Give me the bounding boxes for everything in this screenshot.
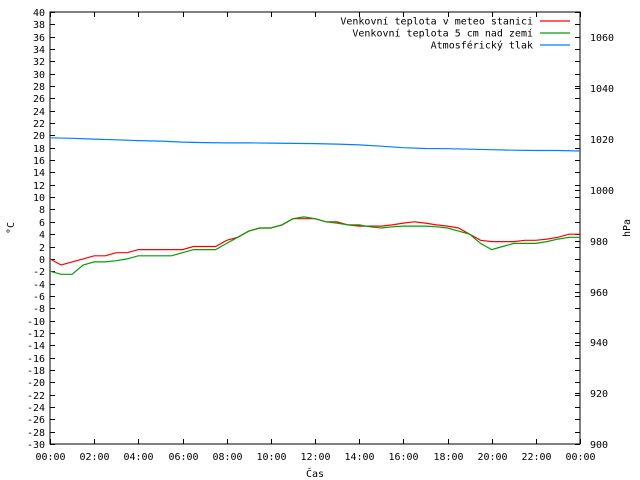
y-tick-label: 22	[33, 119, 45, 130]
y2-tick-label: 900	[590, 440, 608, 451]
legend: Venkovní teplota v meteo staniciVenkovní…	[340, 16, 570, 52]
x-tick-label: 12:00	[300, 452, 330, 463]
x-tick-label: 00:00	[565, 452, 595, 463]
y-tick-label: -16	[27, 354, 45, 365]
x-tick-label: 00:00	[35, 452, 65, 463]
y-tick-label: -4	[33, 280, 45, 291]
y-tick-label: 40	[33, 8, 45, 19]
y-tick-label: 2	[39, 243, 45, 254]
y-tick-label: -30	[27, 440, 45, 451]
plot-area	[50, 12, 580, 444]
x-tick-label: 10:00	[256, 452, 286, 463]
y-tick-label: 28	[33, 82, 45, 93]
x-tick-label: 04:00	[123, 452, 153, 463]
axes: 4038363432302826242220181614121086420-2-…	[27, 8, 614, 463]
y-tick-label: -12	[27, 329, 45, 340]
x-tick-label: 18:00	[433, 452, 463, 463]
y-tick-label: -22	[27, 391, 45, 402]
y-tick-label: 10	[33, 193, 45, 204]
y-tick-label: -8	[33, 304, 45, 315]
x-tick-label: 14:00	[344, 452, 374, 463]
legend-label-3: Atmosférický tlak	[431, 40, 533, 52]
x-tick-label: 22:00	[521, 452, 551, 463]
x-tick-label: 06:00	[168, 452, 198, 463]
y-tick-label: 32	[33, 57, 45, 68]
y-tick-label: 14	[33, 168, 45, 179]
y-tick-label: 16	[33, 156, 45, 167]
y-tick-label: 18	[33, 144, 45, 155]
series-line-3	[49, 137, 581, 152]
x-axis-label: Čas	[306, 467, 324, 480]
y2-tick-label: 920	[590, 389, 608, 400]
y2-tick-label: 1020	[590, 135, 614, 146]
x-tick-label: 02:00	[79, 452, 109, 463]
x-tick-label: 20:00	[477, 452, 507, 463]
y-tick-label: -20	[27, 378, 45, 389]
y-tick-label: 24	[33, 107, 45, 118]
x-tick-label: 16:00	[388, 452, 418, 463]
y-tick-label: -18	[27, 366, 45, 377]
y-tick-label: -28	[27, 428, 45, 439]
y-tick-label: 38	[33, 20, 45, 31]
y-tick-label: -2	[33, 267, 45, 278]
y2-tick-label: 1060	[590, 33, 614, 44]
y2-tick-label: 940	[590, 338, 608, 349]
y-tick-label: 34	[33, 45, 45, 56]
series-line-2	[49, 216, 580, 275]
x-tick-label: 08:00	[212, 452, 242, 463]
y2-tick-label: 1040	[590, 84, 614, 95]
y-tick-label: -24	[27, 403, 45, 414]
y-tick-label: 6	[39, 218, 45, 229]
y-tick-label: 8	[39, 205, 45, 216]
legend-label-1: Venkovní teplota v meteo stanici	[340, 16, 533, 28]
y2-tick-label: 960	[590, 288, 608, 299]
y-tick-label: 4	[39, 230, 45, 241]
y-tick-label: 36	[33, 33, 45, 44]
y-axis-label: °C	[6, 222, 17, 234]
series-group	[49, 137, 581, 275]
y-tick-label: -6	[33, 292, 45, 303]
y-tick-label: 26	[33, 94, 45, 105]
y2-tick-label: 1000	[590, 186, 614, 197]
y-tick-label: 20	[33, 131, 45, 142]
y-tick-label: 30	[33, 70, 45, 81]
y2-axis-label: hPa	[622, 219, 633, 237]
y2-tick-label: 980	[590, 237, 608, 248]
y-tick-label: 0	[39, 255, 45, 266]
y-tick-label: -10	[27, 317, 45, 328]
y-tick-label: -26	[27, 415, 45, 426]
y-tick-label: 12	[33, 181, 45, 192]
y-tick-label: -14	[27, 341, 45, 352]
legend-label-2: Venkovní teplota 5 cm nad zemí	[352, 28, 533, 40]
